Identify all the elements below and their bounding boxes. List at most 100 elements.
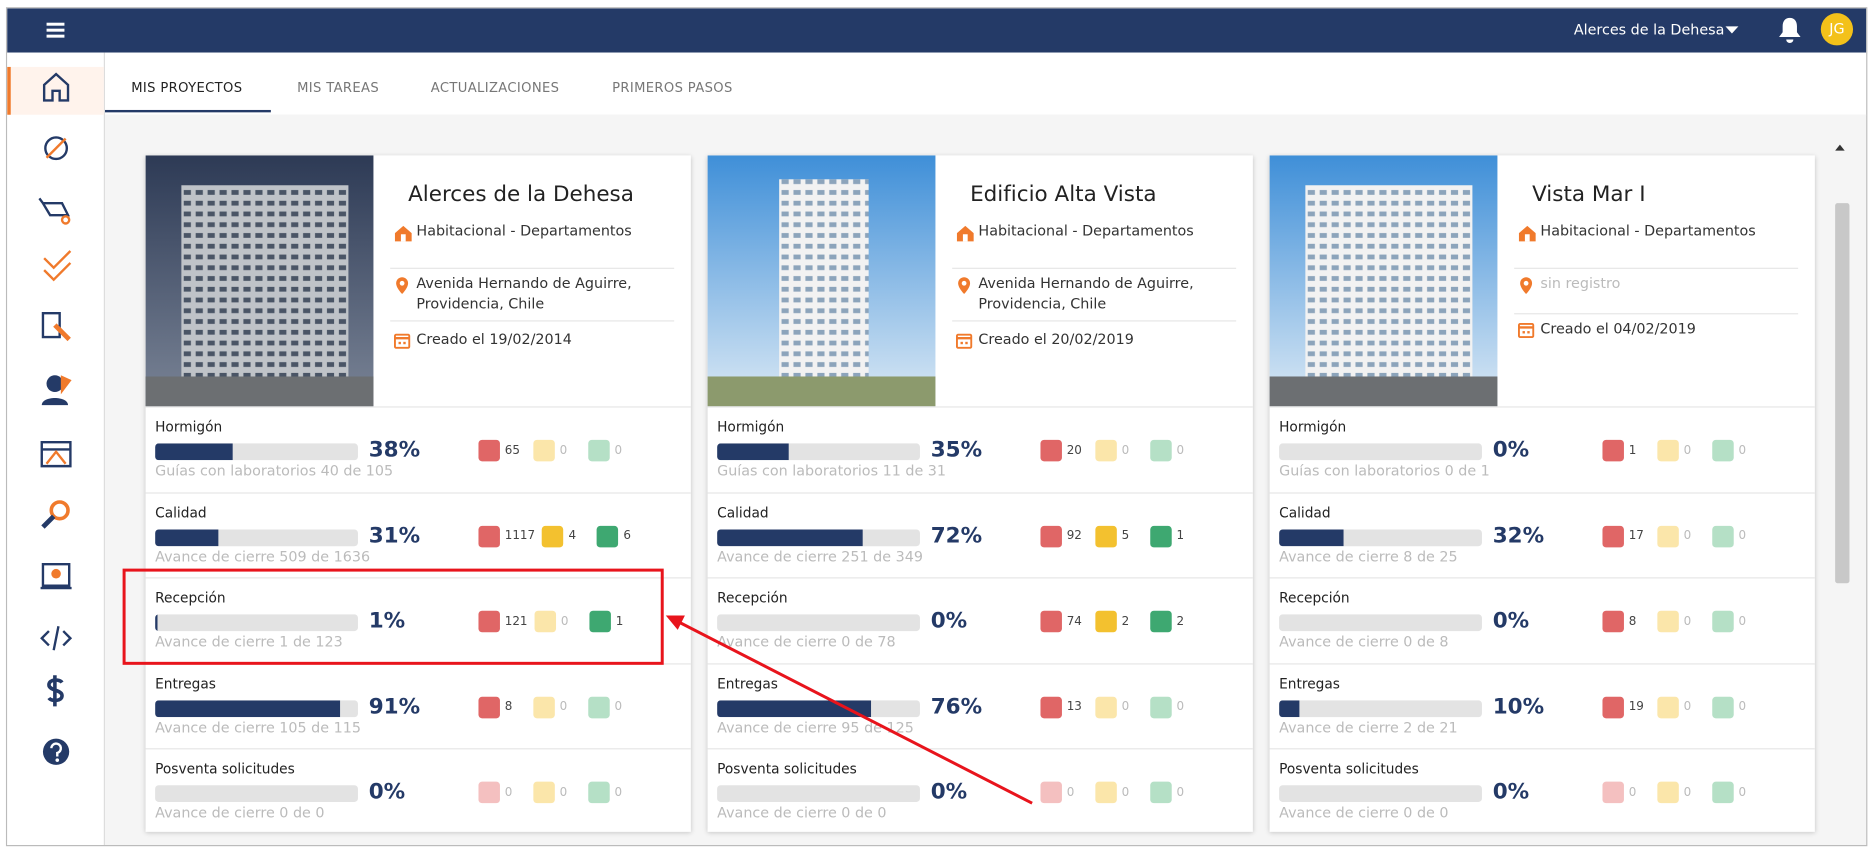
count-label: 0 <box>1122 700 1130 713</box>
status-count: 0 <box>1095 696 1143 718</box>
scroll-up[interactable] <box>1835 143 1847 153</box>
module-name: Recepción <box>717 589 788 606</box>
status-swatch <box>1712 782 1733 804</box>
status-swatch <box>588 782 609 804</box>
created-icon <box>956 332 973 349</box>
module-name: Entregas <box>1279 675 1340 692</box>
nav-tasks[interactable] <box>44 251 70 280</box>
tab[interactable]: PRIMEROS PASOS <box>612 80 733 96</box>
count-label: 0 <box>1629 786 1637 799</box>
count-label: 0 <box>614 444 622 457</box>
module-detail: Guías con laboratorios 11 de 31 <box>717 463 946 480</box>
module-row: Entregas91%Avance de cierre 105 de 11580… <box>146 663 691 749</box>
project-type: Habitacional - Departamentos <box>952 221 1236 269</box>
count-label: 74 <box>1067 615 1082 628</box>
count-label: 0 <box>1176 786 1184 799</box>
module-row: Entregas76%Avance de cierre 95 de 125130… <box>708 663 1253 749</box>
project-selector[interactable]: Alerces de la Dehesa <box>1574 22 1725 39</box>
progress-track <box>1279 700 1482 717</box>
count-label: 92 <box>1067 529 1082 542</box>
tab[interactable]: MIS PROYECTOS <box>131 80 242 96</box>
status-count: 1 <box>1150 525 1198 547</box>
project-card[interactable]: Vista Mar IHabitacional - Departamentoss… <box>1270 155 1815 831</box>
count-label: 0 <box>560 700 568 713</box>
status-count: 121 <box>478 611 527 633</box>
module-row: Posventa solicitudes0%Avance de cierre 0… <box>1270 748 1815 834</box>
progress-track <box>1279 785 1482 802</box>
progress-bar <box>717 443 788 460</box>
status-counts: 000 <box>1602 782 1760 804</box>
status-swatch <box>533 440 554 462</box>
avatar[interactable]: JG <box>1821 13 1853 45</box>
count-label: 0 <box>505 786 513 799</box>
top-bar: Alerces de la Dehesa JG <box>7 8 1866 52</box>
status-count: 6 <box>597 525 645 547</box>
status-count: 1 <box>590 611 638 633</box>
dropdown-arrow[interactable] <box>1725 26 1739 36</box>
tab[interactable]: ACTUALIZACIONES <box>431 80 560 96</box>
project-card[interactable]: Alerces de la DehesaHabitacional - Depar… <box>146 155 691 831</box>
module-detail: Guías con laboratorios 40 de 105 <box>155 463 393 480</box>
status-count: 0 <box>1712 611 1760 633</box>
notifications[interactable] <box>1775 16 1804 45</box>
module-name: Posventa solicitudes <box>155 760 295 777</box>
module-row: Recepción0%Avance de cierre 0 de 8800 <box>1270 577 1815 663</box>
count-label: 0 <box>560 786 568 799</box>
progress-bar <box>155 700 340 717</box>
nav-inspect[interactable] <box>51 502 68 519</box>
progress-label: 0% <box>1493 779 1529 804</box>
status-swatch <box>535 611 556 633</box>
status-count: 0 <box>1150 696 1198 718</box>
module-detail: Avance de cierre 8 de 25 <box>1279 548 1458 565</box>
nav-users[interactable] <box>47 375 64 392</box>
status-counts: 7422 <box>1040 611 1198 633</box>
module-row: Hormigón38%Guías con laboratorios 40 de … <box>146 406 691 492</box>
project-card[interactable]: Edificio Alta VistaHabitacional - Depart… <box>708 155 1253 831</box>
nav-home[interactable] <box>44 74 68 100</box>
status-count: 2 <box>1150 611 1198 633</box>
progress-label: 32% <box>1493 523 1544 548</box>
status-swatch <box>1657 696 1678 718</box>
project-image <box>1270 155 1498 406</box>
progress-track <box>1279 614 1482 631</box>
nav-code[interactable] <box>42 626 71 650</box>
status-counts: 1900 <box>1602 696 1760 718</box>
status-counts: 800 <box>1602 611 1760 633</box>
status-swatch <box>1657 525 1678 547</box>
count-label: 0 <box>1122 786 1130 799</box>
count-label: 0 <box>614 700 622 713</box>
status-swatch <box>1095 782 1116 804</box>
module-name: Posventa solicitudes <box>717 760 857 777</box>
status-counts: 0 0 0 <box>1040 782 1198 804</box>
status-swatch <box>1040 440 1061 462</box>
status-counts: 800 <box>478 696 636 718</box>
tab[interactable]: MIS TAREAS <box>297 80 379 96</box>
module-detail: Avance de cierre 0 de 0 <box>1279 804 1448 821</box>
project-type: Habitacional - Departamentos <box>390 221 674 269</box>
nav-billing[interactable] <box>49 675 62 706</box>
count-label: 5 <box>1122 529 1130 542</box>
status-swatch <box>478 525 499 547</box>
app: Alerces de la Dehesa JG MIS PROYECTOS MI… <box>6 7 1867 846</box>
count-label: 0 <box>1738 615 1746 628</box>
progress-bar <box>1279 529 1344 546</box>
created-icon <box>1518 322 1535 339</box>
progress-track <box>717 614 920 631</box>
status-count: 0 <box>1712 782 1760 804</box>
progress-bar <box>1279 700 1299 717</box>
status-counts: 13 0 0 <box>1040 696 1198 718</box>
scrollbar[interactable] <box>1835 203 1849 583</box>
status-swatch <box>1602 525 1623 547</box>
status-count: 0 <box>1712 696 1760 718</box>
status-count: 13 <box>1040 696 1088 718</box>
status-count: 0 <box>1712 440 1760 462</box>
progress-bar <box>155 529 218 546</box>
count-label: 0 <box>1684 615 1692 628</box>
status-count: 0 <box>1040 782 1088 804</box>
count-label: 17 <box>1629 529 1644 542</box>
count-label: 121 <box>505 615 528 628</box>
nav-works[interactable] <box>39 198 68 215</box>
status-count: 0 <box>588 696 636 718</box>
module-detail: Guías con laboratorios 0 de 1 <box>1279 463 1490 480</box>
menu-button[interactable] <box>47 22 71 41</box>
